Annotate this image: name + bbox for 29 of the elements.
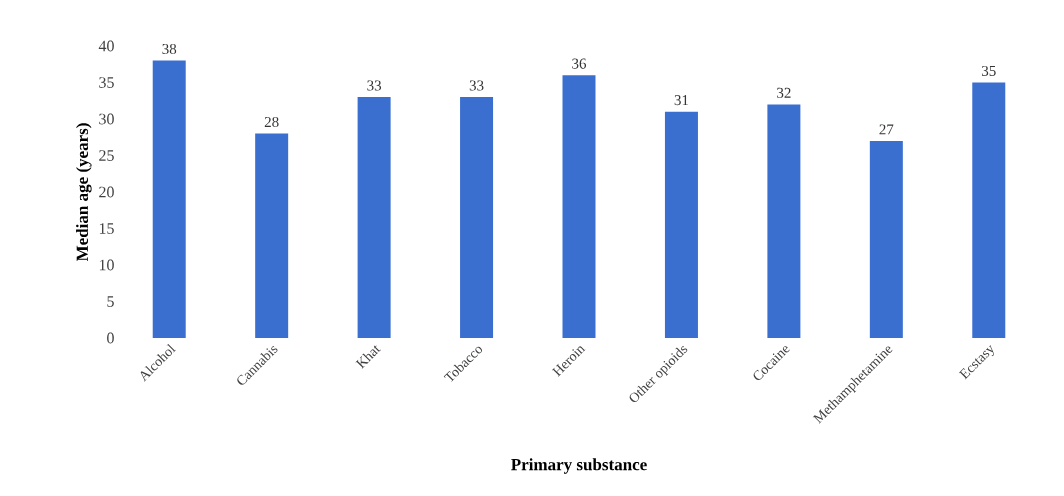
data-label: 32 bbox=[777, 87, 791, 98]
y-tick-label: 0 bbox=[107, 332, 114, 344]
data-label: 35 bbox=[982, 65, 996, 76]
y-tick-label: 25 bbox=[99, 150, 114, 161]
bar bbox=[562, 75, 596, 338]
bar bbox=[255, 133, 289, 338]
bar bbox=[664, 111, 698, 338]
bar bbox=[357, 97, 391, 338]
y-tick-label: 5 bbox=[107, 296, 114, 307]
data-label: 33 bbox=[469, 80, 484, 91]
data-label: 31 bbox=[674, 95, 689, 106]
bar bbox=[460, 97, 494, 338]
data-label: 38 bbox=[162, 43, 177, 55]
y-tick-label: 10 bbox=[99, 259, 114, 271]
y-axis-title: Median age (years) bbox=[76, 123, 92, 262]
data-label: 33 bbox=[367, 80, 382, 91]
y-tick-label: 40 bbox=[98, 40, 114, 52]
y-tick-label: 30 bbox=[99, 113, 114, 125]
y-tick-label: 15 bbox=[99, 223, 114, 234]
bar bbox=[972, 82, 1006, 338]
data-label: 27 bbox=[879, 124, 894, 135]
data-label: 36 bbox=[572, 58, 587, 69]
bar bbox=[152, 60, 186, 338]
bar bbox=[869, 140, 903, 338]
bar bbox=[767, 104, 801, 338]
data-label: 28 bbox=[264, 116, 279, 128]
y-tick-label: 20 bbox=[99, 186, 114, 198]
y-tick-label: 35 bbox=[99, 77, 114, 88]
x-axis-title: Primary substance bbox=[511, 458, 647, 474]
